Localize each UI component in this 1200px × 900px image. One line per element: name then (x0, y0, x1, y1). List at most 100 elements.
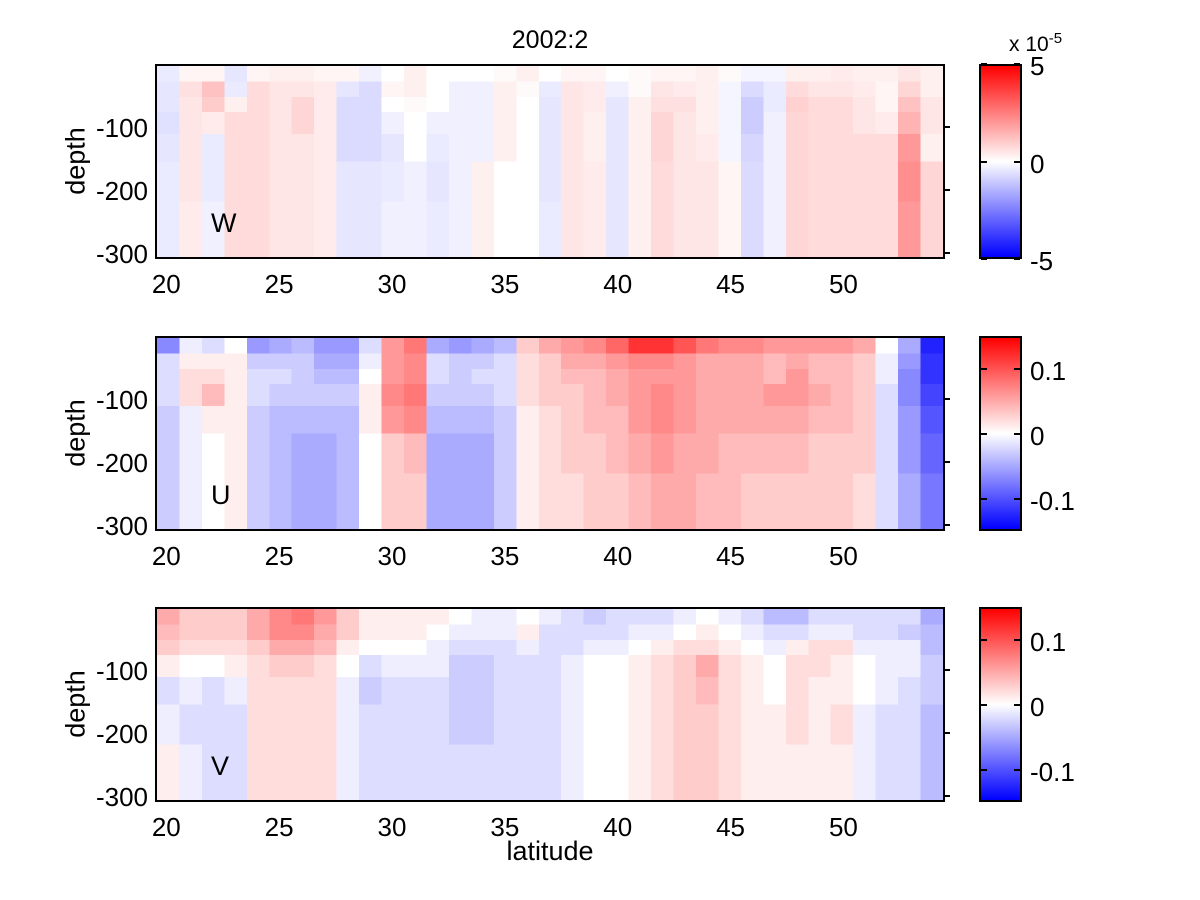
colorbar-tick-mark (981, 703, 987, 706)
heatmap-cell (381, 744, 405, 800)
heatmap-cell (695, 624, 720, 641)
heatmap-cell (920, 433, 943, 475)
heatmap-cell (404, 81, 428, 98)
heatmap-cell (201, 368, 225, 385)
variable-label-u: U (211, 480, 231, 510)
heatmap-cell (201, 609, 225, 625)
heatmap-cell (336, 405, 360, 435)
heatmap-cell (898, 473, 922, 529)
heatmap-cell (179, 161, 203, 203)
y-axis-label-u: depth (60, 399, 91, 467)
heatmap-cell (404, 433, 428, 475)
heatmap-cell (157, 384, 181, 407)
heatmap-cell (853, 473, 877, 529)
heatmap-cell (763, 96, 787, 113)
heatmap-cell (740, 161, 764, 203)
heatmap-cell (740, 655, 764, 678)
heatmap-cell (875, 96, 899, 113)
heatmap-cell (448, 655, 472, 678)
heatmap-cell (179, 96, 203, 113)
heatmap-cell (314, 66, 338, 82)
heatmap-cell (853, 96, 877, 113)
heatmap-cell (224, 201, 248, 257)
heatmap-cell (651, 624, 675, 641)
heatmap-cell (898, 624, 922, 641)
x-tick-label: 30 (377, 812, 407, 842)
heatmap-cell (763, 338, 787, 354)
heatmap-cell (763, 744, 787, 800)
colorbar-v (979, 607, 1022, 802)
heatmap-cell (157, 338, 181, 354)
heatmap-cell (493, 112, 517, 135)
heatmap-cell (606, 338, 630, 354)
heatmap-cell (628, 405, 652, 435)
heatmap-cell (628, 338, 652, 354)
heatmap-cell (269, 368, 293, 385)
heatmap-cell (763, 133, 787, 163)
heatmap-cell (898, 112, 922, 135)
colorbar-tick-mark (1014, 160, 1020, 163)
heatmap-cell (785, 112, 809, 135)
heatmap-cell (314, 473, 338, 529)
heatmap-cell (898, 433, 922, 475)
heatmap-cell (695, 161, 720, 203)
heatmap-v (157, 609, 943, 800)
heatmap-cell (651, 609, 675, 625)
colorbar-v-gradient (981, 609, 1020, 800)
heatmap-cell (404, 609, 428, 625)
heatmap-cell (673, 353, 697, 370)
heatmap-cell (201, 704, 225, 746)
heatmap-cell (561, 609, 585, 625)
heatmap-cell (898, 66, 922, 82)
heatmap-cell (381, 161, 405, 203)
heatmap-cell (269, 112, 293, 135)
heatmap-cell (898, 133, 922, 163)
heatmap-cell (448, 433, 472, 475)
heatmap-cell (426, 384, 450, 407)
heatmap-cell (898, 81, 922, 98)
heatmap-cell (448, 744, 472, 800)
subplot-w: W (155, 64, 945, 259)
heatmap-cell (179, 639, 203, 656)
colorbar-tick-label: 0 (1030, 420, 1045, 451)
heatmap-cell (808, 433, 832, 475)
heatmap-cell (381, 655, 405, 678)
heatmap-cell (740, 676, 764, 706)
heatmap-cell (336, 81, 360, 98)
heatmap-cell (920, 66, 943, 82)
heatmap-cell (269, 609, 293, 625)
heatmap-cell (404, 133, 428, 163)
heatmap-cell (651, 133, 675, 163)
heatmap-cell (269, 676, 293, 706)
y-axis-label-w: depth (60, 127, 91, 195)
heatmap-cell (201, 338, 225, 354)
heatmap-cell (516, 338, 540, 354)
heatmap-cell (583, 338, 607, 354)
heatmap-cell (561, 433, 585, 475)
heatmap-cell (695, 81, 720, 98)
heatmap-cell (224, 353, 248, 370)
heatmap-cell (426, 676, 450, 706)
heatmap-cell (673, 66, 697, 82)
heatmap-cell (920, 624, 943, 641)
heatmap-cell (920, 473, 943, 529)
heatmap-cell (224, 744, 248, 800)
heatmap-cell (628, 66, 652, 82)
axis-tick-mark (945, 125, 950, 128)
heatmap-cell (830, 338, 854, 354)
heatmap-cell (201, 201, 225, 257)
heatmap-cell (718, 639, 742, 656)
heatmap-cell (493, 433, 517, 475)
heatmap-cell (695, 96, 720, 113)
heatmap-cell (516, 473, 540, 529)
heatmap-cell (830, 744, 854, 800)
heatmap-cell (695, 112, 720, 135)
x-tick-label: 45 (716, 269, 746, 299)
heatmap-cell (651, 201, 675, 257)
heatmap-cell (651, 433, 675, 475)
heatmap-cell (673, 201, 697, 257)
heatmap-cell (426, 96, 450, 113)
heatmap-cell (291, 112, 315, 135)
heatmap-cell (246, 161, 270, 203)
heatmap-cell (673, 161, 697, 203)
